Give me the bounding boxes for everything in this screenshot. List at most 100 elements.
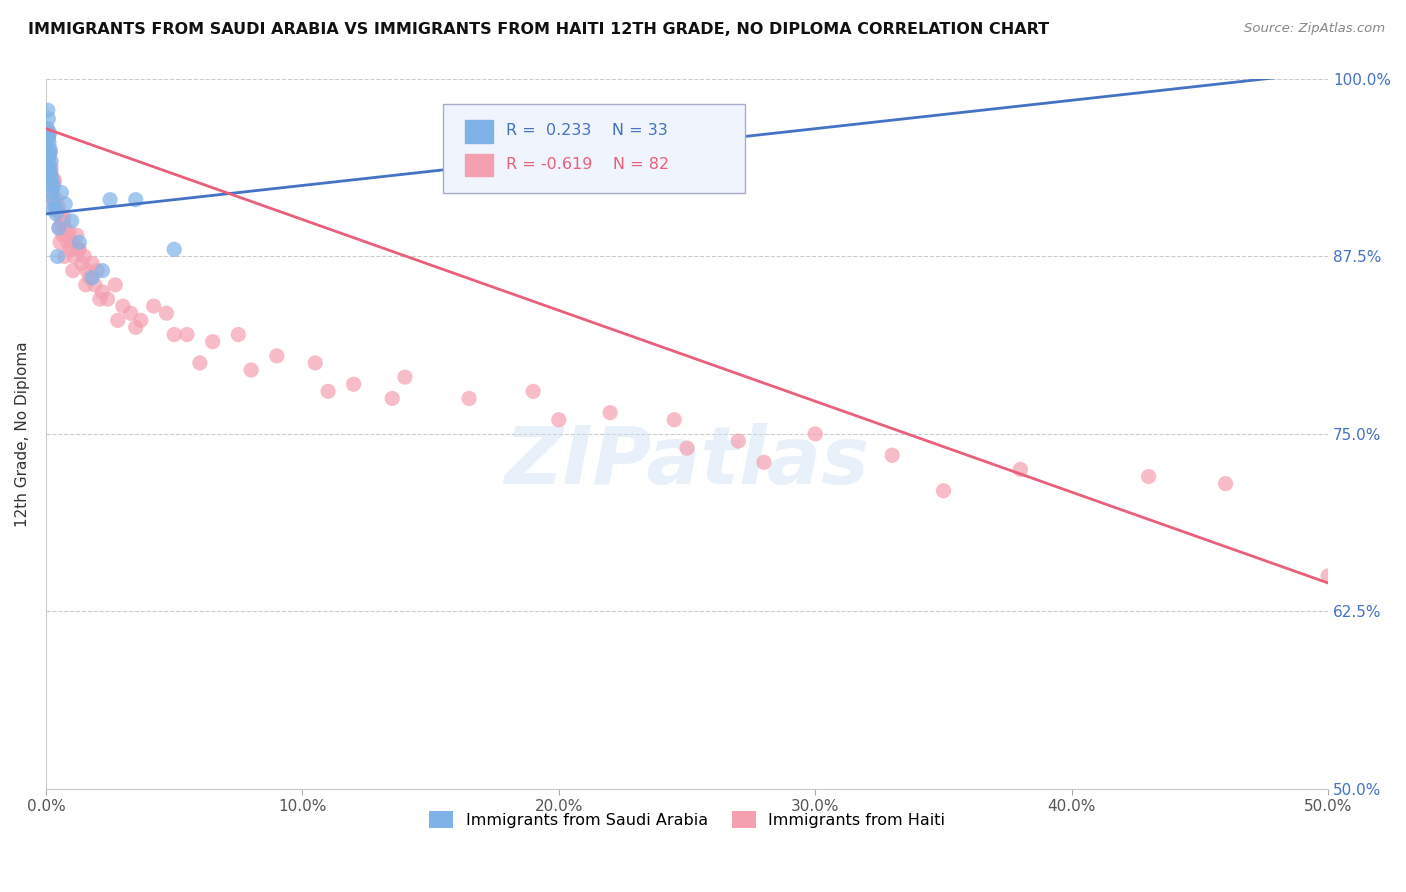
Point (41, 178, 63, 193)
Point (599, 406, 621, 420)
Point (39, 145, 62, 160)
Point (38, 131, 60, 145)
Point (56, 235, 79, 250)
Point (67, 235, 90, 250)
Point (42, 202, 65, 217)
Point (41, 188, 63, 202)
Point (39, 164, 62, 178)
Point (60, 214, 83, 228)
Text: ZIPatlas: ZIPatlas (505, 424, 869, 501)
Point (98, 193, 121, 207)
Point (458, 392, 481, 406)
Point (39, 169, 62, 183)
Point (155, 306, 177, 320)
Point (727, 434, 749, 448)
Point (48, 221, 70, 235)
Point (53, 221, 76, 235)
FancyBboxPatch shape (443, 103, 745, 193)
Point (125, 320, 148, 334)
Point (42, 193, 65, 207)
Point (58, 225, 80, 239)
Point (39, 154, 62, 169)
Point (53, 197, 76, 211)
Point (52, 211, 75, 226)
Point (120, 306, 142, 320)
Point (664, 413, 686, 427)
Point (63, 250, 86, 264)
Point (38, 160, 60, 174)
Point (41, 193, 63, 207)
FancyBboxPatch shape (465, 153, 494, 177)
Point (37, 112, 59, 126)
Point (89, 292, 111, 306)
Point (38, 136, 60, 150)
Point (188, 356, 211, 370)
Point (41, 186, 63, 200)
Point (70, 256, 93, 270)
Point (41, 171, 63, 186)
Point (111, 299, 134, 313)
Point (1215, 476, 1237, 491)
Point (51, 214, 73, 228)
Point (52, 228, 75, 243)
Point (176, 327, 198, 342)
Point (75, 277, 97, 292)
Point (39, 178, 62, 193)
Point (49, 235, 72, 250)
Point (73, 250, 96, 264)
Point (38, 145, 60, 160)
Point (38, 126, 60, 140)
Point (44, 200, 66, 214)
Point (91, 285, 114, 299)
Point (83, 277, 105, 292)
Point (129, 313, 152, 327)
Point (240, 363, 263, 377)
Point (60, 235, 83, 250)
Point (38, 150, 60, 164)
Point (37, 121, 59, 136)
Point (266, 349, 288, 363)
Point (96, 292, 118, 306)
Point (394, 370, 416, 384)
Point (91, 263, 114, 277)
Point (316, 384, 339, 399)
Y-axis label: 12th Grade, No Diploma: 12th Grade, No Diploma (15, 341, 30, 527)
Point (1317, 569, 1340, 583)
Point (46, 200, 69, 214)
Point (522, 384, 544, 399)
Text: R =  0.233    N = 33: R = 0.233 N = 33 (506, 123, 668, 138)
Point (55, 228, 77, 243)
Point (37, 128, 59, 143)
Point (42, 171, 65, 186)
Point (46, 202, 69, 217)
Point (45, 207, 67, 221)
Point (381, 392, 404, 406)
Point (46, 250, 69, 264)
Point (49, 207, 72, 221)
Point (37, 121, 59, 136)
Point (304, 356, 326, 370)
Point (104, 277, 127, 292)
Point (51, 214, 73, 228)
Point (804, 426, 827, 441)
Point (39, 143, 62, 157)
Point (51, 186, 73, 200)
Text: R = -0.619    N = 82: R = -0.619 N = 82 (506, 157, 669, 171)
Point (66, 243, 89, 257)
Point (48, 221, 70, 235)
Point (45, 193, 67, 207)
Point (163, 327, 186, 342)
Point (107, 313, 129, 327)
Point (547, 413, 569, 427)
Point (676, 441, 699, 455)
Text: IMMIGRANTS FROM SAUDI ARABIA VS IMMIGRANTS FROM HAITI 12TH GRADE, NO DIPLOMA COR: IMMIGRANTS FROM SAUDI ARABIA VS IMMIGRAN… (28, 22, 1049, 37)
Point (752, 455, 775, 469)
Point (44, 174, 66, 188)
Point (882, 448, 904, 462)
Point (53, 250, 76, 264)
Point (59, 243, 82, 257)
Point (1010, 462, 1032, 476)
Point (142, 299, 165, 313)
Point (44, 200, 66, 214)
Legend: Immigrants from Saudi Arabia, Immigrants from Haiti: Immigrants from Saudi Arabia, Immigrants… (422, 805, 952, 834)
